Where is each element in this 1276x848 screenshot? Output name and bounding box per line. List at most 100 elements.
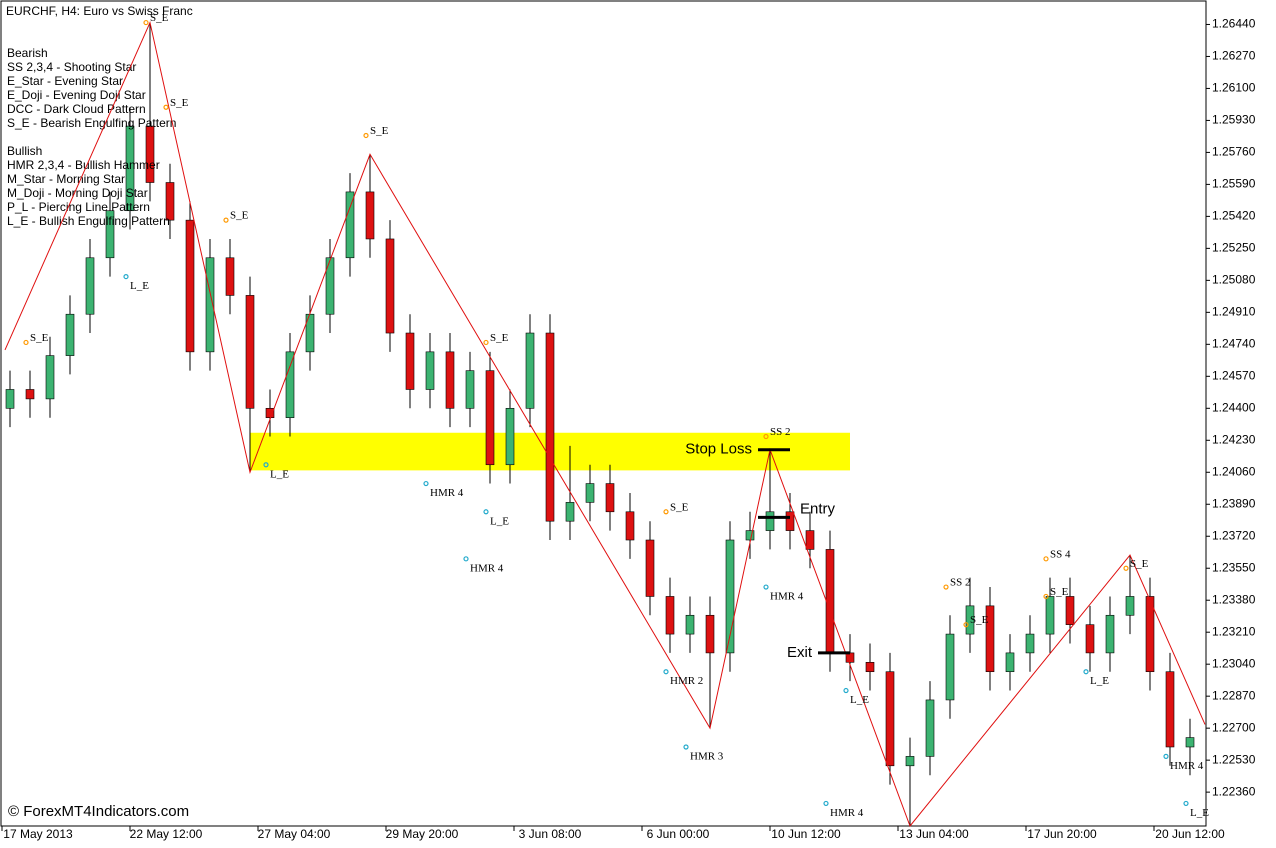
annotation-dot <box>963 622 969 628</box>
candle-body <box>465 370 475 409</box>
annotation-label: HMR 4 <box>470 562 504 574</box>
candle-body <box>165 182 175 221</box>
candle-body <box>105 210 115 259</box>
y-tick-label: 1.24570 <box>1212 368 1256 382</box>
candle-body <box>1165 671 1175 748</box>
annotation-dot <box>143 19 149 26</box>
candle-body <box>865 662 875 673</box>
annotation-dot <box>483 339 489 346</box>
y-tick-label: 1.23890 <box>1212 496 1256 510</box>
candle-body <box>525 332 535 409</box>
x-tick-label: 10 Jun 12:00 <box>771 827 841 841</box>
x-tick-label: 22 May 12:00 <box>130 827 203 841</box>
annotation-dot <box>123 273 129 280</box>
candle-body <box>665 596 675 635</box>
x-tick-label: 20 Jun 12:00 <box>1155 827 1225 841</box>
annotation-label: HMR 4 <box>430 487 464 499</box>
y-tick-label: 1.23380 <box>1212 592 1256 606</box>
x-tick-label: 17 Jun 20:00 <box>1027 827 1097 841</box>
candle-body <box>905 756 915 767</box>
candle-body <box>445 351 455 409</box>
legend-line: E_Doji - Evening Doji Star <box>7 88 146 102</box>
y-tick-label: 1.22360 <box>1212 784 1256 798</box>
legend-heading: Bearish <box>7 46 48 60</box>
candle-body <box>985 605 995 673</box>
annotation-label: S_E <box>1050 586 1069 598</box>
legend-line: E_Star - Evening Star <box>7 74 123 88</box>
legend-line: DCC - Dark Cloud Pattern <box>7 102 146 116</box>
y-tick-label: 1.25250 <box>1212 241 1256 255</box>
annotation-dot <box>263 462 269 468</box>
legend-line: SS 2,3,4 - Shooting Star <box>7 60 136 74</box>
y-tick-label: 1.22700 <box>1212 720 1256 734</box>
candle-body <box>325 257 335 315</box>
level-label: Entry <box>800 500 836 517</box>
annotation-dot <box>1043 593 1049 600</box>
candle-body <box>745 530 755 541</box>
annotation-label: S_E <box>490 332 509 344</box>
candle-body <box>825 549 835 654</box>
annotation-label: S_E <box>970 614 989 626</box>
y-tick-label: 1.23550 <box>1212 560 1256 574</box>
annotation-dot <box>483 509 489 515</box>
annotation-dot <box>1043 556 1049 562</box>
annotation-label: SS 4 <box>1050 548 1071 560</box>
candle-body <box>1145 596 1155 673</box>
annotation-dot <box>463 556 469 562</box>
y-tick-label: 1.24400 <box>1212 400 1256 414</box>
candle-body <box>1025 633 1035 654</box>
candle-body <box>505 407 515 466</box>
annotation-label: HMR 2 <box>670 675 703 687</box>
candle-body <box>1105 614 1115 654</box>
candle-body <box>965 605 975 635</box>
candle-body <box>945 633 955 701</box>
y-tick-label: 1.25420 <box>1212 209 1256 223</box>
level-label: Exit <box>787 644 813 661</box>
y-tick-label: 1.25760 <box>1212 145 1256 159</box>
legend-line: HMR 2,3,4 - Bullish Hammer <box>7 158 160 172</box>
y-tick-label: 1.23210 <box>1212 624 1256 638</box>
level-label: Stop Loss <box>685 441 752 458</box>
candle-body <box>345 191 355 259</box>
annotation-label: L_E <box>490 515 509 527</box>
annotation-dot <box>663 669 669 675</box>
annotation-dot <box>163 104 169 110</box>
candle-body <box>245 295 255 409</box>
annotation-label: L_E <box>1190 807 1209 819</box>
annotation-dot <box>423 480 429 487</box>
candle-body <box>5 389 15 409</box>
annotation-label: S_E <box>150 12 169 24</box>
annotation-label: S_E <box>30 332 49 344</box>
candle-body <box>625 511 635 541</box>
annotation-label: SS 2 <box>770 426 791 438</box>
annotation-label: HMR 4 <box>1170 760 1204 772</box>
candle-body <box>1065 596 1075 625</box>
y-tick-label: 1.24060 <box>1212 464 1256 478</box>
annotation-dot <box>823 800 829 807</box>
candle-body <box>185 219 195 353</box>
annotation-label: S_E <box>370 125 389 137</box>
annotation-label: L_E <box>1090 675 1109 687</box>
candle-body <box>145 125 155 183</box>
annotation-dot <box>843 687 849 694</box>
zigzag-line <box>4 20 1206 827</box>
annotation-label: HMR 3 <box>690 751 724 763</box>
y-tick-label: 1.23040 <box>1212 656 1256 670</box>
candle-body <box>425 351 435 390</box>
candle-body <box>125 125 135 212</box>
candle-body <box>925 699 935 757</box>
y-tick-label: 1.24230 <box>1212 432 1256 446</box>
annotation-dot <box>943 584 949 590</box>
candle-body <box>785 511 795 531</box>
annotation-dot <box>763 433 769 440</box>
candle-body <box>885 671 895 767</box>
candle-body <box>605 483 615 513</box>
watermark: © ForexMT4Indicators.com <box>8 803 189 820</box>
candle-body <box>545 332 555 522</box>
x-tick-label: 27 May 04:00 <box>258 827 331 841</box>
annotation-dot <box>1083 669 1089 675</box>
candle-body <box>1045 596 1055 635</box>
y-tick-label: 1.25590 <box>1212 177 1256 191</box>
annotation-label: L_E <box>130 280 149 292</box>
